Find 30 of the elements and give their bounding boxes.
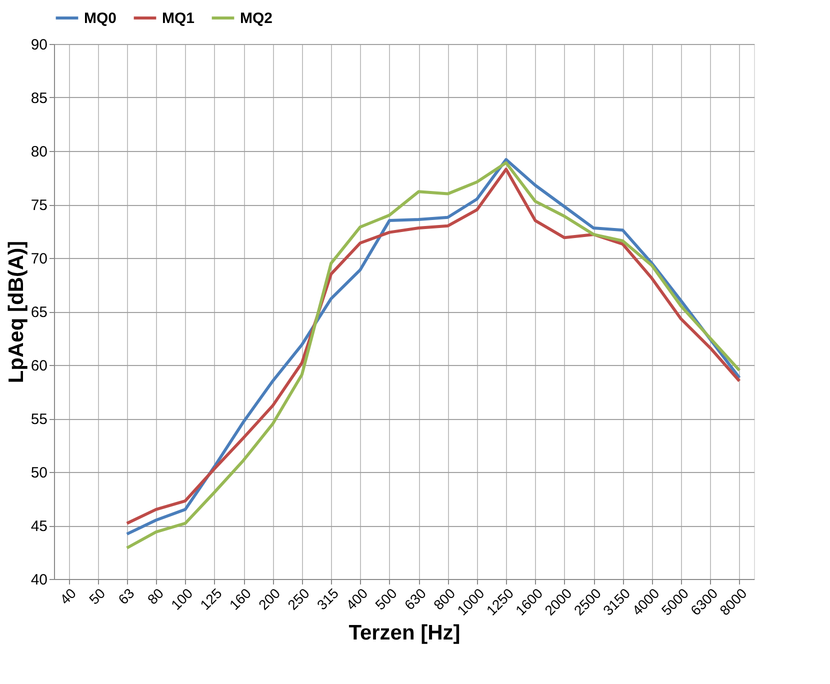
x-tick-label: 630 <box>401 584 430 613</box>
y-tick-label: 55 <box>30 411 48 428</box>
y-tick-label: 45 <box>30 518 48 535</box>
y-axis-title: LpAeq [dB(A)] <box>4 240 28 384</box>
legend-label: MQ0 <box>84 10 117 27</box>
x-tick-label: 160 <box>226 584 254 613</box>
x-tick-label: 500 <box>372 584 400 613</box>
x-tick-label: 315 <box>314 584 342 613</box>
x-tick-label: 200 <box>255 584 284 613</box>
y-tick-label: 70 <box>30 250 48 268</box>
x-tick-label: 250 <box>284 584 312 613</box>
y-tick-label: 90 <box>30 36 48 54</box>
x-axis-title: Terzen [Hz] <box>348 621 460 644</box>
x-tick-label: 100 <box>168 584 196 613</box>
y-tick-label: 75 <box>30 197 48 214</box>
legend-label: MQ1 <box>162 10 195 27</box>
x-tick-label: 400 <box>342 584 371 613</box>
y-tick-label: 65 <box>30 304 48 321</box>
legend-label: MQ2 <box>240 10 273 27</box>
y-tick-label: 80 <box>30 144 48 160</box>
x-tick-label: 80 <box>144 584 167 608</box>
x-tick-label: 125 <box>196 584 225 613</box>
y-tick-label: 85 <box>30 90 48 107</box>
x-tick-label: 63 <box>114 584 138 608</box>
y-tick-label: 50 <box>30 464 48 482</box>
x-tick-label: 40 <box>56 584 80 608</box>
y-tick-label: 60 <box>30 358 48 374</box>
x-tick-label: 50 <box>86 584 108 608</box>
x-tick-label: 800 <box>430 584 458 613</box>
y-tick-label: 40 <box>30 572 48 588</box>
